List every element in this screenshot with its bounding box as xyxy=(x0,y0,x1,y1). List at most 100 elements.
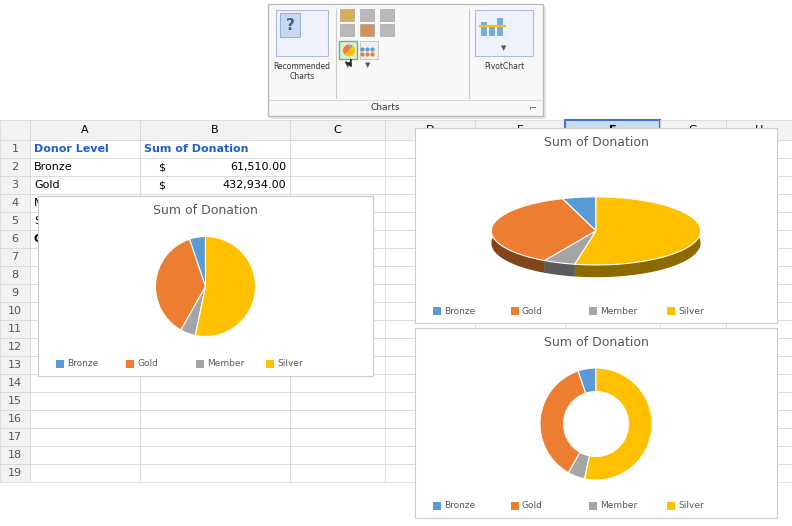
Text: Sum of Donation: Sum of Donation xyxy=(153,204,258,217)
Wedge shape xyxy=(155,239,205,330)
Bar xyxy=(565,158,660,176)
Polygon shape xyxy=(596,224,699,236)
Text: 1,182,226.00: 1,182,226.00 xyxy=(204,234,286,244)
Text: Bronze: Bronze xyxy=(444,501,475,511)
Bar xyxy=(475,284,565,302)
Bar xyxy=(726,320,792,338)
Bar xyxy=(360,24,374,36)
Bar xyxy=(290,302,385,320)
Bar xyxy=(565,230,660,248)
Bar xyxy=(385,320,475,338)
Bar xyxy=(30,428,140,446)
Bar xyxy=(0,248,30,266)
Bar xyxy=(475,320,565,338)
Bar xyxy=(290,320,385,338)
Polygon shape xyxy=(545,231,596,273)
Bar xyxy=(565,428,660,446)
Bar xyxy=(565,140,660,158)
Bar xyxy=(140,302,290,320)
Text: E: E xyxy=(516,125,524,135)
Bar xyxy=(726,248,792,266)
Bar xyxy=(385,176,475,194)
Bar xyxy=(0,338,30,356)
Bar xyxy=(360,9,374,21)
Bar xyxy=(280,13,300,37)
Bar xyxy=(660,320,726,338)
Bar xyxy=(565,176,660,194)
Wedge shape xyxy=(349,45,351,50)
Wedge shape xyxy=(181,287,205,336)
Wedge shape xyxy=(196,237,256,337)
Bar xyxy=(475,464,565,482)
Polygon shape xyxy=(575,231,596,277)
Bar xyxy=(385,428,475,446)
Bar xyxy=(565,248,660,266)
Bar xyxy=(30,356,140,374)
Bar xyxy=(385,302,475,320)
Bar xyxy=(726,194,792,212)
Bar xyxy=(0,302,30,320)
Text: Recommended
Charts: Recommended Charts xyxy=(273,62,330,82)
Bar xyxy=(726,120,792,140)
Bar xyxy=(660,284,726,302)
Text: 11: 11 xyxy=(8,324,22,334)
Bar xyxy=(475,194,565,212)
Text: $: $ xyxy=(158,162,165,172)
Text: Sum of Donation: Sum of Donation xyxy=(144,144,249,154)
Bar xyxy=(433,502,441,510)
Bar xyxy=(30,248,140,266)
Bar xyxy=(0,230,30,248)
Text: ▼: ▼ xyxy=(501,45,507,51)
Bar xyxy=(290,158,385,176)
Text: $: $ xyxy=(158,198,165,208)
Bar xyxy=(565,464,660,482)
Text: 629,462.00: 629,462.00 xyxy=(223,216,286,226)
Bar xyxy=(140,428,290,446)
Bar xyxy=(290,230,385,248)
Bar xyxy=(475,176,565,194)
Text: Silver: Silver xyxy=(678,501,704,511)
Text: 58,320.00: 58,320.00 xyxy=(230,198,286,208)
Bar xyxy=(30,302,140,320)
Text: F: F xyxy=(609,125,616,135)
Bar xyxy=(475,120,565,140)
Bar xyxy=(475,212,565,230)
Bar xyxy=(660,410,726,428)
Bar xyxy=(0,392,30,410)
Bar xyxy=(0,356,30,374)
Text: 16: 16 xyxy=(8,414,22,424)
Bar xyxy=(660,212,726,230)
Text: 3: 3 xyxy=(12,180,18,190)
Bar xyxy=(385,194,475,212)
Bar xyxy=(290,446,385,464)
Polygon shape xyxy=(545,231,596,264)
Bar xyxy=(511,502,519,510)
Text: Member: Member xyxy=(600,501,638,511)
Bar xyxy=(565,212,660,230)
Bar xyxy=(385,266,475,284)
Text: 15: 15 xyxy=(8,396,22,406)
Bar xyxy=(290,248,385,266)
Bar xyxy=(290,428,385,446)
Bar xyxy=(660,338,726,356)
Bar xyxy=(385,338,475,356)
Bar xyxy=(0,212,30,230)
Text: PivotChart: PivotChart xyxy=(484,62,524,71)
Bar xyxy=(140,158,290,176)
Bar xyxy=(30,120,140,140)
Bar xyxy=(30,194,140,212)
Bar xyxy=(140,356,290,374)
Text: 9: 9 xyxy=(11,288,18,298)
Bar xyxy=(511,307,519,315)
Bar xyxy=(726,338,792,356)
Bar xyxy=(30,158,140,176)
Text: Grand Total: Grand Total xyxy=(34,234,106,244)
Polygon shape xyxy=(545,260,575,277)
Bar xyxy=(726,176,792,194)
Bar xyxy=(565,356,660,374)
Wedge shape xyxy=(349,45,352,50)
Bar xyxy=(140,212,290,230)
Bar xyxy=(726,446,792,464)
Bar xyxy=(340,24,354,36)
Bar xyxy=(660,158,726,176)
